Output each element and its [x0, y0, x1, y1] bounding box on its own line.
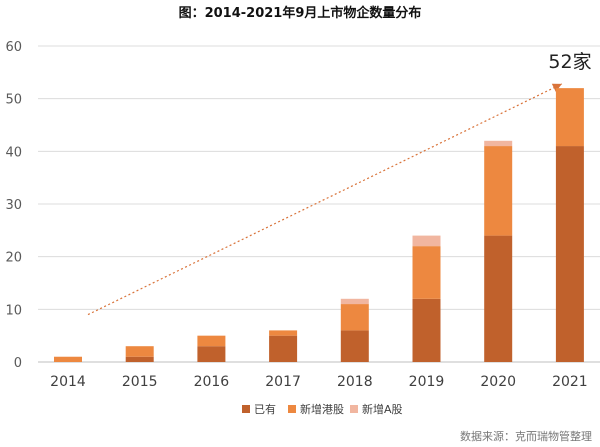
- legend-label-1: 新增港股: [300, 402, 344, 416]
- trend-annotation: [87, 83, 563, 316]
- bar-2018-series-2: [340, 298, 369, 305]
- legend-label-0: 已有: [254, 402, 276, 416]
- x-tick-label-2021: 2021: [552, 374, 588, 390]
- y-tick-label-40: 40: [5, 145, 22, 160]
- chart-title: 图：2014-2021年9月上市物企数量分布: [178, 6, 422, 21]
- bar-2017-series-0: [269, 335, 298, 362]
- source-note: 数据来源：克而瑞物管整理: [460, 430, 592, 443]
- annotation-label: 52家: [548, 51, 591, 73]
- bar-2017-series-1: [269, 330, 298, 336]
- bar-2019-series-2: [412, 235, 441, 247]
- bar-2014-series-1: [54, 356, 82, 362]
- y-tick-label-20: 20: [5, 251, 22, 266]
- bar-2019-series-0: [412, 298, 441, 362]
- x-tick-label-2015: 2015: [122, 374, 158, 390]
- bar-2015-series-0: [125, 356, 154, 362]
- bar-2020-series-0: [484, 235, 513, 362]
- gridlines: [38, 45, 600, 310]
- x-tick-label-2018: 2018: [337, 374, 373, 390]
- bar-2015-series-1: [125, 346, 154, 357]
- tick-labels: 0 10 20 30 40 50 60 2014 2015 2016 2017 2018 2019 202…: [5, 40, 591, 390]
- bar-2016-series-0: [197, 346, 226, 362]
- legend: 已有 新增港股 新增A股: [242, 402, 403, 416]
- bar-2018-series-1: [340, 304, 369, 331]
- y-tick-label-60: 60: [5, 40, 22, 55]
- x-tick-label-2014: 2014: [50, 374, 86, 390]
- legend-swatch-0: [242, 405, 250, 413]
- y-tick-label-50: 50: [5, 93, 22, 108]
- y-tick-label-10: 10: [5, 303, 22, 318]
- y-tick-label-30: 30: [5, 198, 22, 213]
- x-tick-label-2017: 2017: [265, 374, 301, 390]
- legend-swatch-2: [350, 405, 358, 413]
- x-tick-label-2019: 2019: [409, 374, 445, 390]
- bar-2019-series-1: [412, 246, 441, 299]
- bar-2021-series-1: [555, 88, 584, 147]
- bar-2021-series-0: [555, 146, 584, 362]
- bars: [54, 88, 584, 362]
- x-tick-label-2016: 2016: [194, 374, 230, 390]
- trend-arrowhead: [551, 83, 562, 92]
- legend-swatch-1: [288, 405, 296, 413]
- legend-label-2: 新增A股: [362, 402, 403, 416]
- bar-2020-series-2: [484, 140, 513, 147]
- bar-2020-series-1: [484, 146, 513, 236]
- bar-2016-series-1: [197, 335, 226, 347]
- x-tick-label-2020: 2020: [480, 374, 516, 390]
- bar-2018-series-0: [340, 330, 369, 362]
- y-tick-label-0: 0: [14, 356, 22, 371]
